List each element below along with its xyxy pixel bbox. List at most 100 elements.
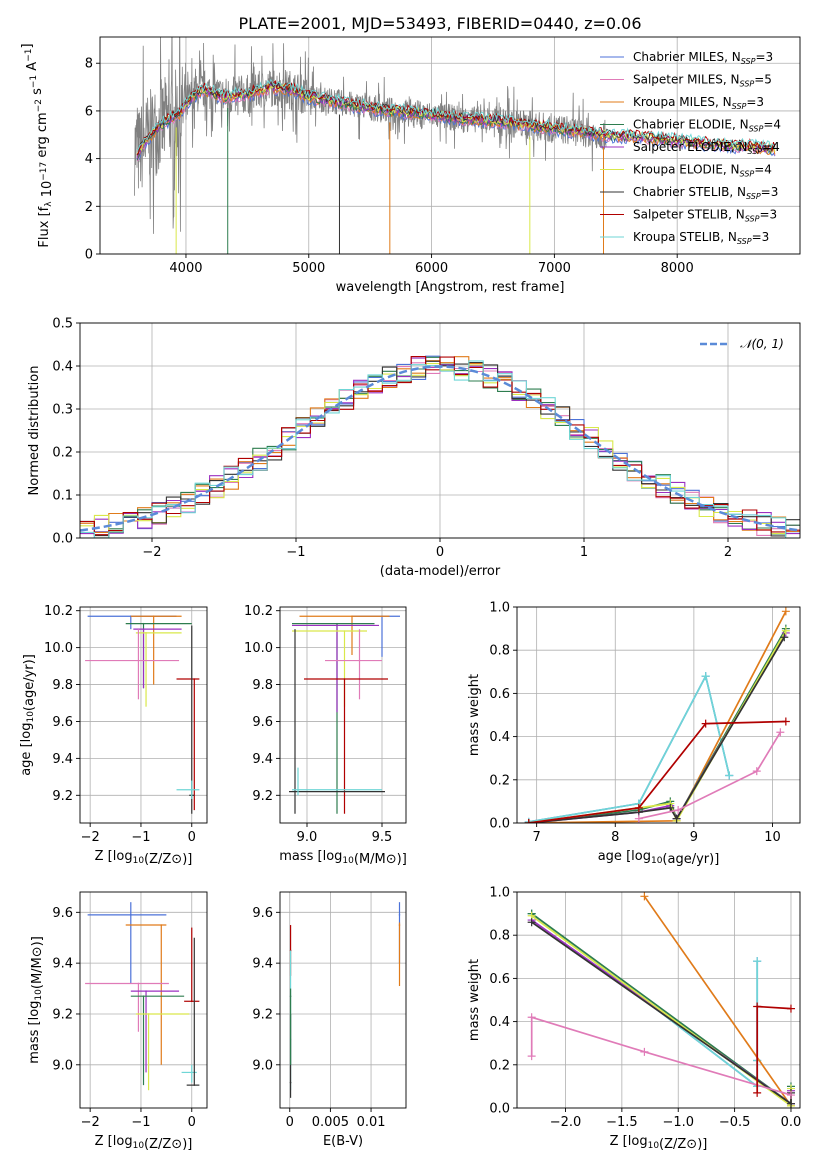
panel-mass_vs_Z: −2 −1 0 9.0 9.2 9.4 9.6 Z [log10(Z/Z⊙)] mass [lo… bbox=[27, 891, 208, 1152]
y-tick-label: 6 bbox=[85, 104, 93, 119]
x-tick-label: −1 bbox=[131, 830, 150, 845]
panel-residuals: −2 −1 0 1 2 0.0 0.1 0.2 0.3 0.4 0.5 (data-model)/er… bbox=[27, 317, 801, 579]
figure-title: PLATE=2001, MJD=53493, FIBERID=0440, z=0… bbox=[238, 14, 641, 33]
series-kroupa-miles bbox=[528, 610, 787, 823]
x-tick-label: 0 bbox=[188, 830, 196, 845]
y-tick-label: 0.4 bbox=[489, 1015, 510, 1030]
legend-label: Salpeter ELODIE, NSSP=4 bbox=[633, 140, 780, 156]
y-tick-label: 0.0 bbox=[489, 817, 510, 832]
x-tick-label: 2 bbox=[724, 545, 732, 560]
y-tick-label: 9.4 bbox=[252, 752, 273, 767]
data-point bbox=[336, 622, 338, 625]
marker-plus bbox=[753, 957, 762, 966]
data-point bbox=[190, 1000, 193, 1003]
data-point bbox=[137, 982, 140, 985]
hist-salpeter-stelib bbox=[80, 356, 800, 536]
marker-plus bbox=[781, 626, 790, 635]
x-tick-label: −1 bbox=[286, 545, 305, 560]
x-axis-label: (data-model)/error bbox=[380, 564, 501, 579]
x-axis-label: wavelength [Angstrom, rest frame] bbox=[336, 280, 565, 295]
series-salpeter-stelib bbox=[756, 1005, 792, 1093]
x-tick-label: 0 bbox=[286, 1115, 294, 1130]
residual-legend: 𝒩(0, 1) bbox=[700, 337, 784, 351]
marker-plus bbox=[753, 1002, 762, 1011]
data-point bbox=[145, 632, 147, 634]
marker-plus bbox=[786, 1091, 795, 1100]
y-tick-label: 9.2 bbox=[252, 789, 273, 804]
plot-area bbox=[289, 615, 400, 814]
legend-label: Salpeter MILES, NSSP=5 bbox=[633, 73, 772, 89]
series-kroupa-miles bbox=[643, 895, 792, 1107]
marker-plus bbox=[781, 717, 790, 726]
data-point bbox=[142, 628, 145, 630]
axes-frame bbox=[279, 891, 407, 1109]
y-tick-label: 9.8 bbox=[252, 678, 273, 693]
x-tick-label: 0 bbox=[436, 545, 444, 560]
plot-area bbox=[85, 615, 200, 814]
data-point bbox=[289, 995, 292, 997]
data-point bbox=[145, 990, 147, 992]
series-kroupa-elodie bbox=[528, 630, 787, 823]
marker-plus bbox=[634, 803, 643, 812]
marker-plus bbox=[725, 771, 734, 780]
marker-plus bbox=[527, 1052, 536, 1061]
y-tick-label: 0.6 bbox=[489, 687, 510, 702]
data-point bbox=[152, 615, 155, 618]
legend-label: Chabrier STELIB, NSSP=3 bbox=[633, 185, 778, 201]
plot-area bbox=[527, 892, 795, 1108]
y-tick-label: 1.0 bbox=[489, 601, 510, 616]
x-tick-label: 9.5 bbox=[372, 830, 393, 845]
x-tick-label: 6000 bbox=[415, 261, 448, 276]
x-tick-label: 8000 bbox=[661, 261, 694, 276]
series-salpeter-stelib bbox=[528, 720, 786, 823]
data-point bbox=[142, 995, 145, 997]
data-point bbox=[147, 1013, 150, 1015]
x-tick-label: 9 bbox=[690, 830, 698, 845]
axes-frame bbox=[279, 606, 407, 824]
y-tick-label: 0.3 bbox=[52, 403, 73, 418]
plot-area bbox=[80, 355, 800, 538]
marker-plus bbox=[666, 803, 675, 812]
y-tick-label: 0.1 bbox=[52, 489, 73, 504]
plot-area bbox=[289, 902, 401, 1098]
series-salpeter-elodie bbox=[528, 632, 787, 823]
x-tick-label: 8 bbox=[611, 830, 619, 845]
plot-area bbox=[524, 607, 790, 823]
axes-frame bbox=[79, 606, 208, 824]
series-chabrier-elodie bbox=[528, 628, 787, 823]
y-tick-label: 10.2 bbox=[44, 604, 73, 619]
y-tick-label: 0.6 bbox=[489, 972, 510, 987]
marker-plus bbox=[786, 1099, 795, 1108]
marker-plus bbox=[672, 814, 681, 823]
x-axis-label: age [log10(age/yr)] bbox=[598, 849, 720, 867]
y-tick-label: 0.8 bbox=[489, 929, 510, 944]
y-tick-label: 9.2 bbox=[52, 789, 73, 804]
y-tick-label: 9.2 bbox=[252, 1007, 273, 1022]
y-tick-label: 0.0 bbox=[52, 532, 73, 547]
marker-plus bbox=[640, 1047, 649, 1056]
marker-plus bbox=[786, 1004, 795, 1013]
y-tick-label: 0.4 bbox=[52, 360, 73, 375]
y-axis-label: age [log10(age/yr)] bbox=[19, 654, 37, 776]
series-salpeter-miles bbox=[530, 1016, 792, 1096]
data-point bbox=[130, 914, 132, 916]
y-tick-label: 4 bbox=[85, 152, 93, 167]
x-tick-label: 0.01 bbox=[357, 1115, 386, 1130]
x-tick-label: 0.0 bbox=[781, 1115, 802, 1130]
plot-area bbox=[134, 37, 776, 254]
series-chabrier-stelib bbox=[528, 636, 786, 823]
panel-mass_weight_vs_Z: −2.0 −1.5 −1.0 −0.5 0.0 0.0 0.2 0.4 0.6 0.8 1.0 Z [… bbox=[467, 886, 801, 1153]
marker-plus bbox=[634, 814, 643, 823]
y-tick-label: 0.0 bbox=[489, 1102, 510, 1117]
data-point bbox=[190, 1071, 193, 1074]
x-tick-label: 9.0 bbox=[297, 830, 318, 845]
marker-plus bbox=[701, 672, 710, 681]
x-tick-label: 4000 bbox=[169, 261, 202, 276]
x-axis-label: E(B-V) bbox=[323, 1134, 363, 1149]
axes-frame bbox=[516, 891, 801, 1109]
legend-label: 𝒩(0, 1) bbox=[740, 337, 784, 351]
marker-plus bbox=[752, 767, 761, 776]
y-axis-label: Flux [fλ 10−17 erg cm−2 s−1 A−1] bbox=[20, 43, 55, 247]
legend-label: Kroupa STELIB, NSSP=3 bbox=[633, 230, 769, 246]
